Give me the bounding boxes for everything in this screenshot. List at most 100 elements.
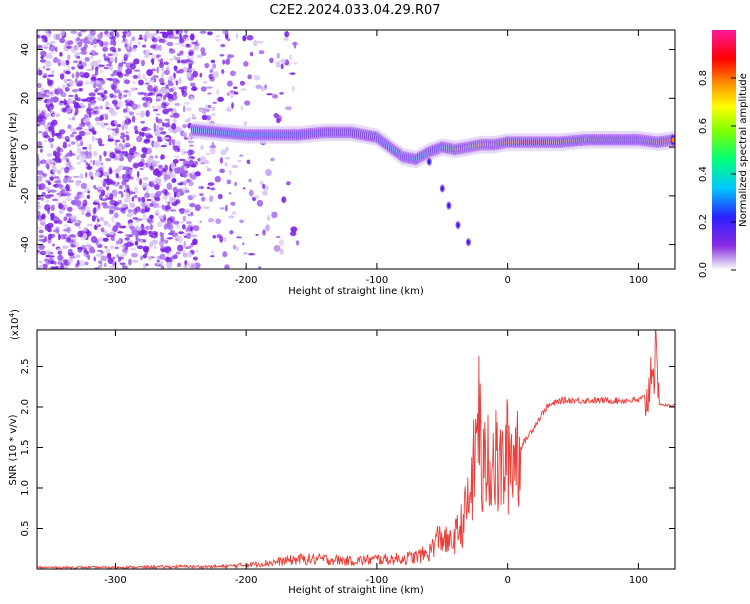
spectrogram-signal-layer: [189, 120, 675, 247]
spectrogram-noise-speck: [262, 190, 268, 196]
spectrogram-noise-speck: [65, 213, 72, 217]
spectrogram-noise-speck: [58, 210, 64, 214]
spectrogram-noise-speck: [49, 176, 54, 181]
spectrogram-noise-speck: [152, 75, 159, 79]
spectrogram-noise-speck: [83, 227, 89, 233]
spectrogram-noise-speck: [87, 163, 91, 168]
spectrogram-noise-speck: [77, 58, 83, 61]
spectrogram-noise-speck: [132, 45, 137, 50]
spectrogram-noise-speck: [105, 185, 110, 191]
spectrogram-noise-speck: [139, 255, 144, 261]
spectrogram-noise-speck: [177, 262, 182, 268]
spectrogram-noise-speck: [91, 130, 97, 135]
spectrogram-noise-speck: [151, 68, 157, 72]
spectrogram-noise-speck: [217, 193, 223, 200]
spectrogram-noise-speck: [116, 71, 123, 77]
spectrogram-noise-speck: [95, 122, 103, 126]
spectrogram-noise-speck: [89, 62, 97, 67]
spectrogram-noise-speck: [178, 68, 184, 74]
spectrogram-noise-speck: [224, 264, 230, 269]
spectrogram-noise-speck: [178, 37, 184, 44]
spectrogram-noise-speck: [84, 261, 89, 266]
spectrogram-noise-speck: [76, 259, 80, 267]
spectrogram-noise-speck: [119, 225, 127, 229]
spectrogram-noise-speck: [41, 251, 47, 254]
spectrogram-noise-speck: [86, 68, 94, 72]
spectrogram-noise-speck: [179, 207, 186, 215]
spectrogram-noise-speck: [219, 207, 225, 210]
spectrogram-noise-speck: [78, 88, 83, 92]
spectrogram-noise-speck: [144, 192, 150, 199]
spectrogram-noise-speck: [114, 56, 118, 64]
spectrogram-noise-speck: [147, 84, 153, 92]
spectrogram-noise-speck: [62, 229, 70, 232]
spectrogram-noise-speck: [173, 191, 177, 198]
spectrogram-noise-speck: [102, 181, 106, 188]
spectrogram-noise-speck: [227, 54, 231, 61]
spectrogram-noise-speck: [191, 41, 199, 44]
spectrogram-noise-speck: [147, 92, 153, 97]
spectrogram-noise-speck: [112, 30, 118, 33]
spectrogram-noise-speck: [120, 135, 125, 140]
spectrogram-noise-speck: [75, 254, 81, 258]
spectrogram-noise-speck: [69, 105, 73, 109]
spectrogram-x-tick-label: -200: [235, 275, 258, 286]
spectrogram-noise-speck: [142, 246, 150, 253]
spectrogram-noise-speck: [140, 229, 147, 234]
spectrogram-noise-speck: [40, 159, 47, 164]
snr-multiplier-close: ): [10, 309, 21, 313]
spectrogram-noise-speck: [83, 248, 88, 253]
spectrogram-noise-speck: [161, 71, 165, 79]
spectrogram-noise-speck: [72, 175, 80, 178]
spectrogram-noise-speck: [122, 142, 127, 150]
spectrogram-noise-speck: [158, 264, 162, 267]
spectrogram-noise-speck: [88, 128, 95, 132]
spectrogram-noise-speck: [248, 253, 256, 256]
spectrogram-noise-speck: [123, 94, 128, 97]
spectrogram-noise-speck: [86, 194, 91, 199]
spectrogram-noise-speck: [146, 186, 149, 193]
spectrogram-noise-speck: [163, 61, 169, 66]
spectrogram-noise-speck: [190, 243, 194, 248]
spectrogram-noise-speck: [173, 186, 178, 194]
spectrogram-noise-speck: [141, 92, 147, 95]
spectrogram-noise-speck: [69, 79, 74, 87]
spectrogram-noise-speck: [176, 53, 182, 57]
spectrogram-noise-speck: [137, 73, 141, 80]
spectrogram-noise-speck: [169, 48, 174, 51]
spectrogram-noise-speck: [94, 116, 100, 122]
spectrogram-noise-speck: [103, 221, 109, 225]
spectrogram-noise-speck: [207, 31, 213, 36]
spectrogram-noise-speck: [148, 256, 152, 261]
spectrogram-noise-speck: [202, 80, 208, 84]
spectrogram-noise-speck: [62, 259, 70, 264]
spectrogram-noise-speck: [81, 104, 85, 109]
spectrogram-noise-speck: [225, 146, 229, 152]
spectrogram-noise-speck: [129, 63, 136, 70]
spectrogram-noise-speck: [54, 156, 61, 163]
spectrogram-noise-speck: [70, 141, 76, 145]
spectrogram-noise-speck: [131, 259, 139, 263]
spectrogram-noise-speck: [203, 206, 210, 210]
spectrogram-noise-speck: [142, 263, 147, 269]
spectrogram-noise-speck: [98, 216, 105, 222]
spectrogram-noise-speck: [226, 179, 232, 185]
snr-multiplier-exponent: 4: [8, 312, 16, 317]
spectrogram-noise-speck: [227, 80, 233, 87]
spectrogram-noise-speck: [166, 223, 174, 231]
spectrogram-noise-speck: [154, 197, 161, 202]
spectrogram-noise-speck: [142, 102, 148, 108]
spectrogram-noise-speck: [191, 113, 195, 121]
spectrogram-noise-speck: [90, 55, 94, 59]
spectrogram-noise-speck: [207, 92, 212, 95]
spectrogram-noise-speck: [116, 156, 121, 159]
spectrogram-noise-speck: [167, 232, 174, 235]
spectrogram-noise-speck: [37, 70, 40, 76]
spectrogram-noise-speck: [160, 102, 167, 109]
spectrogram-noise-speck: [143, 138, 151, 143]
spectrogram-noise-speck: [100, 255, 108, 261]
spectrogram-noise-speck: [161, 137, 165, 141]
spectrogram-noise-speck: [156, 221, 163, 228]
spectrogram-noise-speck: [178, 77, 182, 85]
spectrogram-noise-speck: [95, 39, 102, 44]
